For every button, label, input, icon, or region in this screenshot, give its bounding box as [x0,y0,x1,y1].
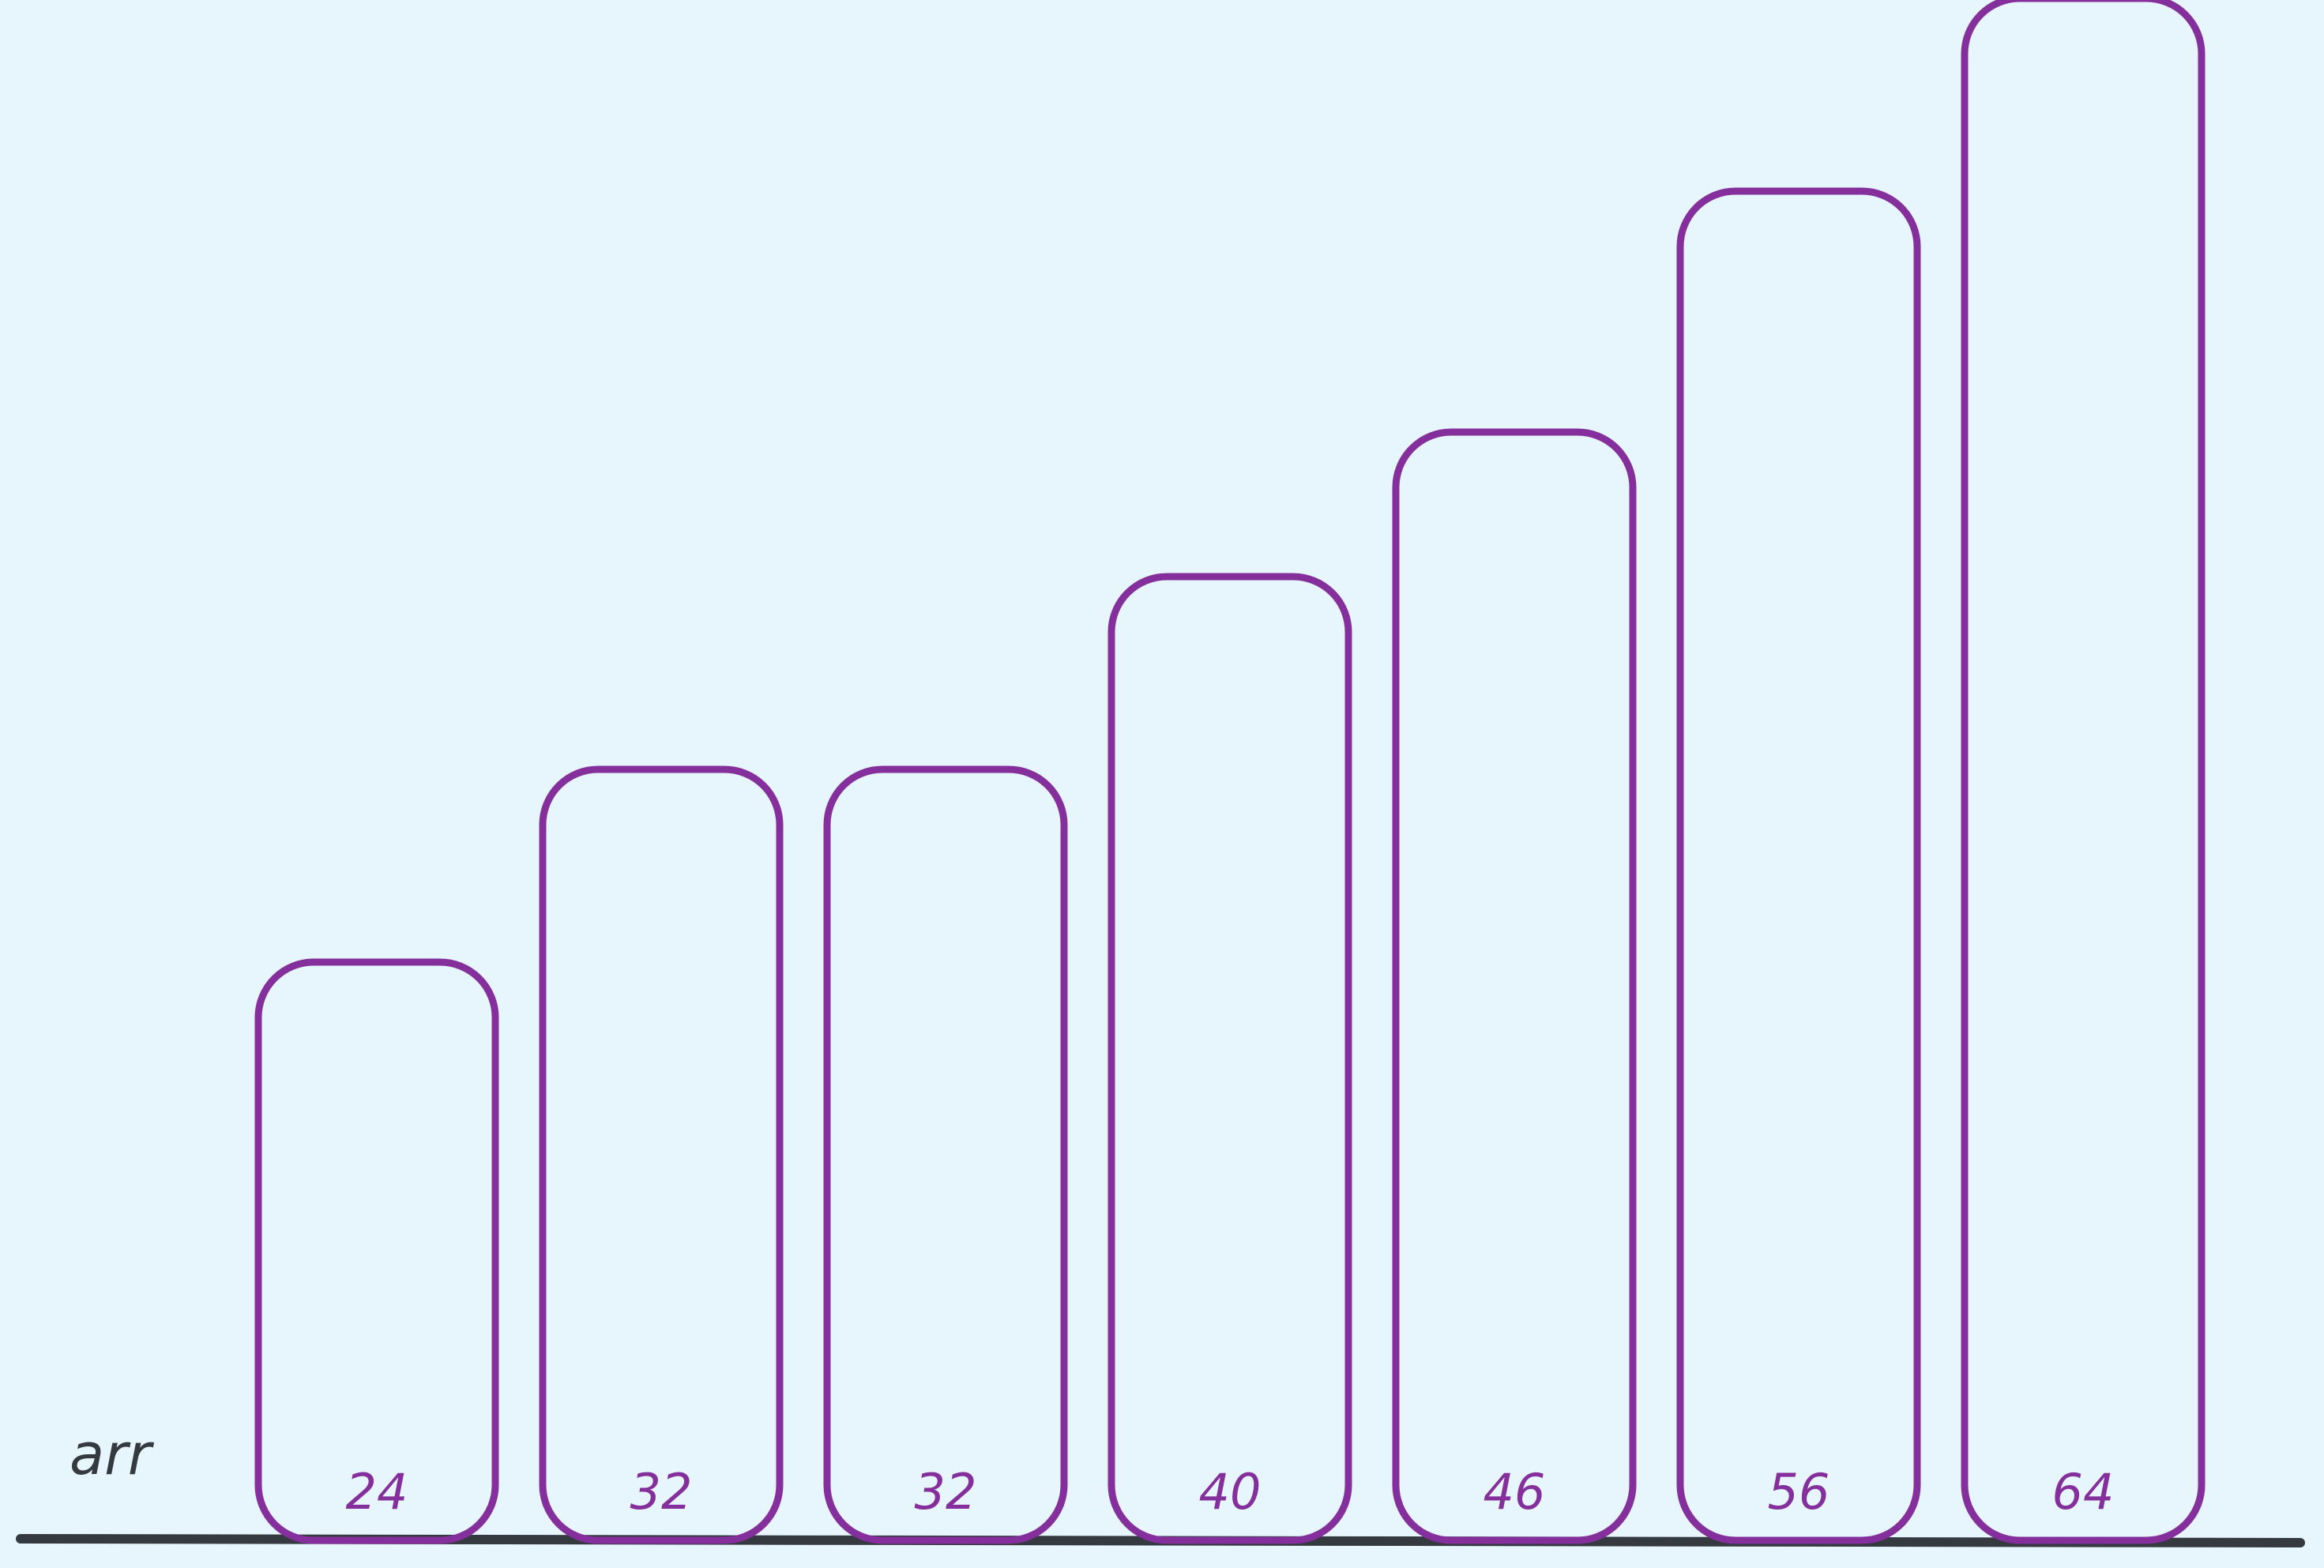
bar-0 [254,958,499,1544]
bar-value-label-1: 32 [630,1463,693,1521]
bars-group: 24 32 32 40 46 56 64 [254,0,2206,1544]
bar-value-label-2: 32 [915,1463,977,1521]
bar-1 [539,765,784,1544]
array-label: arr [70,1421,155,1487]
bar-value-label-3: 40 [1199,1463,1262,1521]
bar-4 [1392,428,1637,1544]
bar-3 [1107,573,1352,1544]
bar-2 [823,765,1068,1544]
bar-value-label-4: 46 [1484,1463,1546,1521]
bar-value-label-5: 56 [1768,1463,1830,1521]
bar-value-label-0: 24 [346,1463,408,1521]
bar-5 [1676,187,1921,1544]
bar-value-label-6: 64 [2052,1463,2115,1521]
bar-6 [1961,0,2206,1544]
